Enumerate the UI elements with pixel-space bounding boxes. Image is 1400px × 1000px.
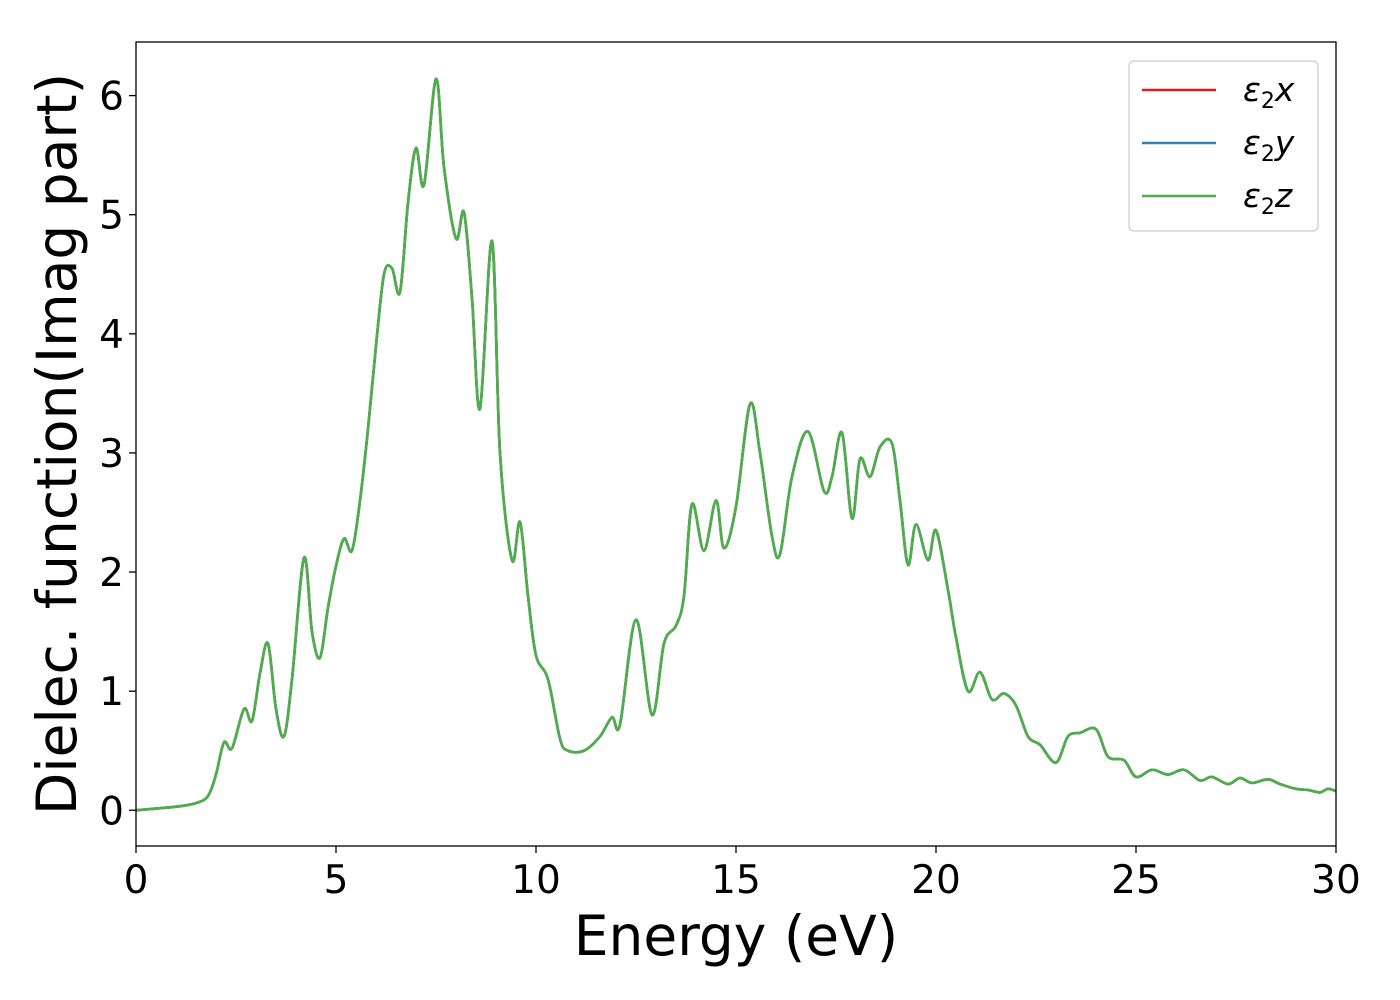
y-axis-ticks: 0 1 2 3 4 5 6 [99, 75, 136, 834]
legend: ε2x ε2y ε2z [1128, 60, 1319, 232]
legend-label-y: ε2y [1243, 123, 1295, 167]
x-tick-label: 10 [511, 858, 561, 903]
series-layer [135, 77, 1337, 812]
x-tick-label: 5 [324, 858, 349, 903]
legend-label-z: ε2z [1243, 176, 1293, 220]
x-tick-label: 0 [124, 858, 149, 903]
legend-label-x: ε2x [1243, 70, 1295, 114]
series-line-z [135, 77, 1337, 812]
y-tick-label: 3 [99, 432, 124, 477]
y-tick-label: 0 [99, 789, 124, 834]
x-axis-ticks: 0 5 10 15 20 25 30 [124, 846, 1361, 903]
legend-box [1128, 60, 1319, 232]
x-tick-label: 25 [1111, 858, 1161, 903]
x-tick-label: 15 [711, 858, 761, 903]
y-tick-label: 1 [99, 670, 124, 715]
y-tick-label: 2 [99, 551, 124, 596]
y-tick-label: 6 [99, 75, 124, 120]
x-tick-label: 20 [911, 858, 961, 903]
y-tick-label: 5 [99, 194, 124, 239]
x-tick-label: 30 [1311, 858, 1361, 903]
x-axis-label: Energy (eV) [574, 904, 898, 968]
y-tick-label: 4 [99, 313, 124, 358]
y-axis-label: Dielec. function(Imag part) [25, 73, 89, 815]
